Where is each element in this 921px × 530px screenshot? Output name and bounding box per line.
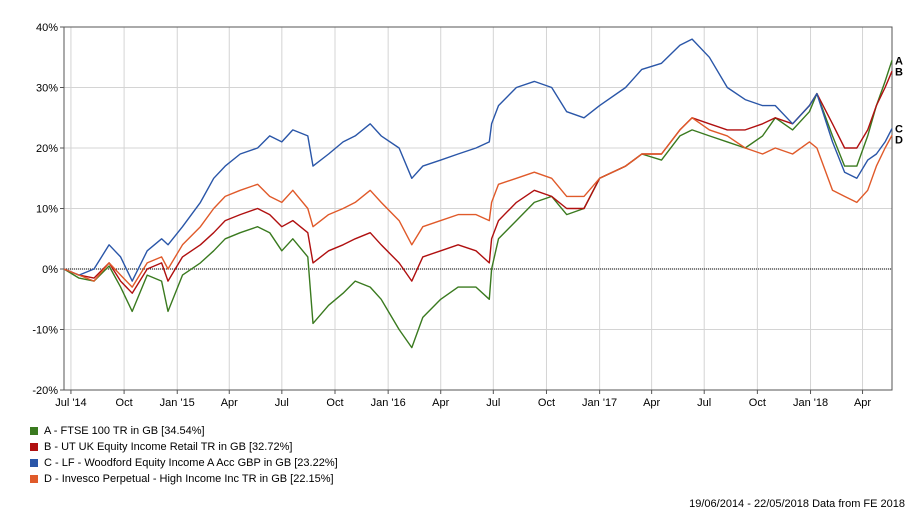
y-tick-label: 0%: [42, 264, 58, 276]
legend-swatch-c: [30, 459, 38, 467]
series-line-c: [63, 38, 893, 282]
end-label-d: D: [895, 135, 903, 147]
legend-item-a: A - FTSE 100 TR in GB [34.54%]: [30, 423, 338, 439]
y-tick-label: -10%: [32, 325, 58, 337]
x-tick-label: Oct: [116, 397, 133, 409]
x-tick-label: Apr: [432, 397, 449, 409]
legend-label-a: A - FTSE 100 TR in GB [34.54%]: [44, 425, 205, 437]
legend-label-b: B - UT UK Equity Income Retail TR in GB …: [44, 441, 293, 453]
gridlines: [64, 26, 892, 391]
x-tick-label: Jan '16: [371, 397, 406, 409]
x-tick-label: Apr: [221, 397, 238, 409]
end-label-a: A: [895, 55, 903, 67]
legend-label-d: D - Invesco Perpetual - High Income Inc …: [44, 473, 334, 485]
line-chart: 40% 30% 20% 10% 0% -10% -20% Jul '14 Oct Jan '15…: [32, 22, 903, 409]
x-tick-label: Apr: [643, 397, 660, 409]
y-axis-ticks: 40% 30% 20% 10% 0% -10% -20%: [32, 22, 64, 397]
x-tick-label: Jan '17: [582, 397, 617, 409]
series-line-d: [63, 117, 893, 288]
series-line-a: [63, 60, 893, 349]
x-tick-label: Jul: [697, 397, 711, 409]
x-tick-label: Jan '18: [793, 397, 828, 409]
x-tick-label: Jan '15: [160, 397, 195, 409]
x-tick-label: Oct: [749, 397, 766, 409]
x-tick-label: Jul: [486, 397, 500, 409]
legend-swatch-a: [30, 427, 38, 435]
y-tick-label: 20%: [36, 143, 58, 155]
legend: A - FTSE 100 TR in GB [34.54%] B - UT UK…: [30, 423, 338, 487]
y-tick-label: 30%: [36, 83, 58, 95]
legend-swatch-b: [30, 443, 38, 451]
legend-item-c: C - LF - Woodford Equity Income A Acc GB…: [30, 455, 338, 471]
x-tick-label: Apr: [854, 397, 871, 409]
x-tick-label: Jul '14: [55, 397, 86, 409]
date-range-footer: 19/06/2014 - 22/05/2018 Data from FE 201…: [689, 498, 905, 510]
end-label-b: B: [895, 66, 903, 78]
y-tick-label: 10%: [36, 204, 58, 216]
x-tick-label: Oct: [538, 397, 555, 409]
legend-swatch-d: [30, 475, 38, 483]
legend-item-d: D - Invesco Perpetual - High Income Inc …: [30, 471, 338, 487]
legend-label-c: C - LF - Woodford Equity Income A Acc GB…: [44, 457, 338, 469]
y-tick-label: -20%: [32, 385, 58, 397]
series-end-labels: AB CD: [895, 55, 903, 146]
y-tick-label: 40%: [36, 22, 58, 34]
legend-item-b: B - UT UK Equity Income Retail TR in GB …: [30, 439, 338, 455]
x-tick-label: Jul: [275, 397, 289, 409]
end-label-c: C: [895, 124, 903, 136]
series-line-b: [63, 70, 893, 294]
series-lines: [63, 38, 893, 349]
x-tick-label: Oct: [326, 397, 343, 409]
x-axis-ticks: Jul '14 Oct Jan '15 Apr Jul Oct Jan '16 Apr Jul O…: [55, 390, 871, 409]
